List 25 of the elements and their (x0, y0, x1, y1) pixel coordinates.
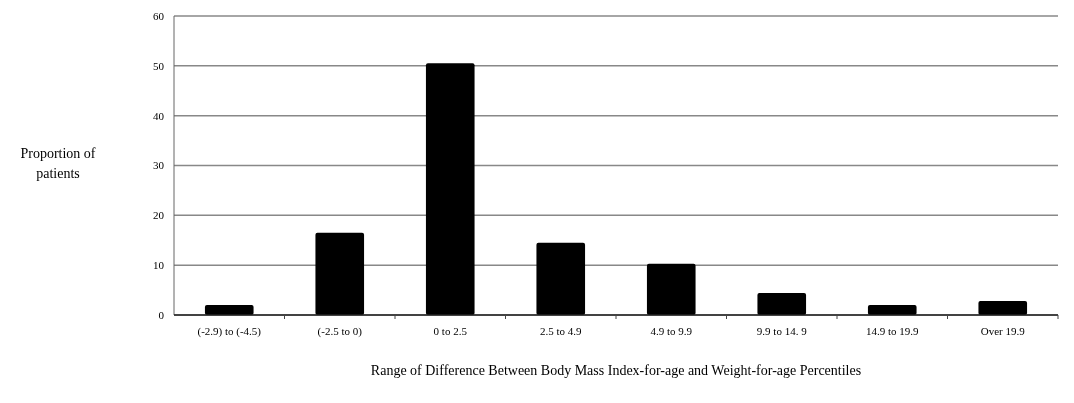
bar (757, 293, 807, 315)
x-tick-label: (-2.5 to 0) (317, 325, 363, 338)
y-tick-label: 60 (153, 9, 165, 22)
x-axis-title: Range of Difference Between Body Mass Index-for-age and Weight-for-age Percentiles (370, 363, 862, 378)
y-tick-label: 10 (153, 259, 165, 272)
x-tick-label: 4.9 to 9.9 (650, 325, 693, 337)
bar (315, 232, 365, 315)
y-tick-label: 30 (153, 159, 165, 172)
x-tick-label: Over 19.9 (980, 325, 1026, 337)
y-tick-label: 40 (153, 109, 165, 122)
y-axis-title: Proportion of patients (20, 146, 96, 181)
x-tick-label: 2.5 to 4.9 (539, 325, 583, 337)
x-tick-label: 0 to 2.5 (433, 325, 468, 337)
y-tick-label: 20 (153, 209, 165, 222)
bar (978, 301, 1028, 315)
bar (646, 263, 696, 315)
bar (536, 242, 586, 315)
x-tick-label: (-2.9) to (-4.5) (197, 325, 262, 338)
bar (204, 305, 254, 315)
y-tick-label: 50 (153, 59, 165, 72)
bar (867, 305, 917, 315)
y-tick-label: 0 (158, 308, 165, 321)
x-tick-label: 14.9 to 19.9 (865, 325, 920, 337)
bar (425, 63, 475, 315)
x-tick-label: 9.9 to 14. 9 (756, 325, 808, 337)
